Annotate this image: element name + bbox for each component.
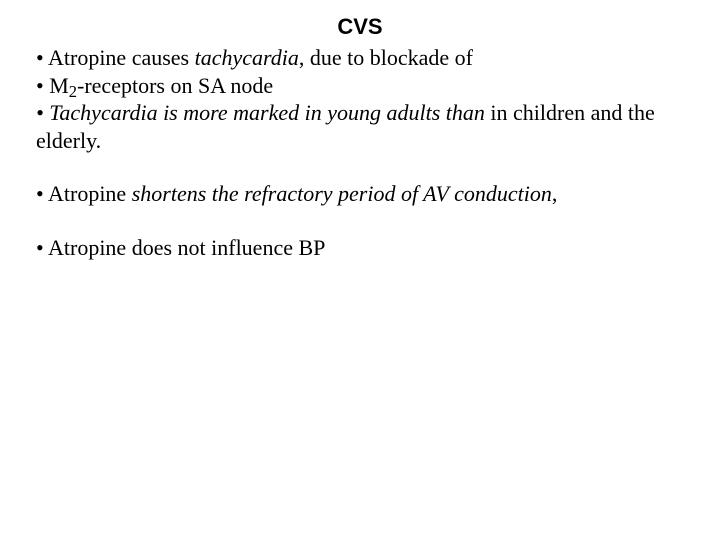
bullet-5: • Atropine does not influence BP: [36, 234, 684, 262]
text: • M: [36, 73, 69, 98]
bullet-1: • Atropine causes tachycardia, due to bl…: [36, 44, 684, 72]
text: ,: [552, 181, 558, 206]
slide: CVS • Atropine causes tachycardia, due t…: [0, 0, 720, 540]
text: • Atropine: [36, 181, 132, 206]
text: • Atropine causes: [36, 45, 195, 70]
bullet-3: • Tachycardia is more marked in young ad…: [36, 99, 684, 154]
bullet-group-2: • Atropine shortens the refractory perio…: [36, 180, 684, 208]
text-italic: tachycardia: [195, 45, 299, 70]
text-italic: • Tachycardia is more marked in young ad…: [36, 100, 490, 125]
bullet-4: • Atropine shortens the refractory perio…: [36, 180, 684, 208]
bullet-group-1: • Atropine causes tachycardia, due to bl…: [36, 44, 684, 154]
bullet-group-3: • Atropine does not influence BP: [36, 234, 684, 262]
text-italic: shortens the refractory period of AV con…: [132, 181, 552, 206]
text: , due to blockade of: [299, 45, 473, 70]
bullet-2: • M2-receptors on SA node: [36, 72, 684, 100]
slide-title: CVS: [36, 14, 684, 40]
text: -receptors on SA node: [77, 73, 273, 98]
subscript: 2: [69, 82, 77, 101]
